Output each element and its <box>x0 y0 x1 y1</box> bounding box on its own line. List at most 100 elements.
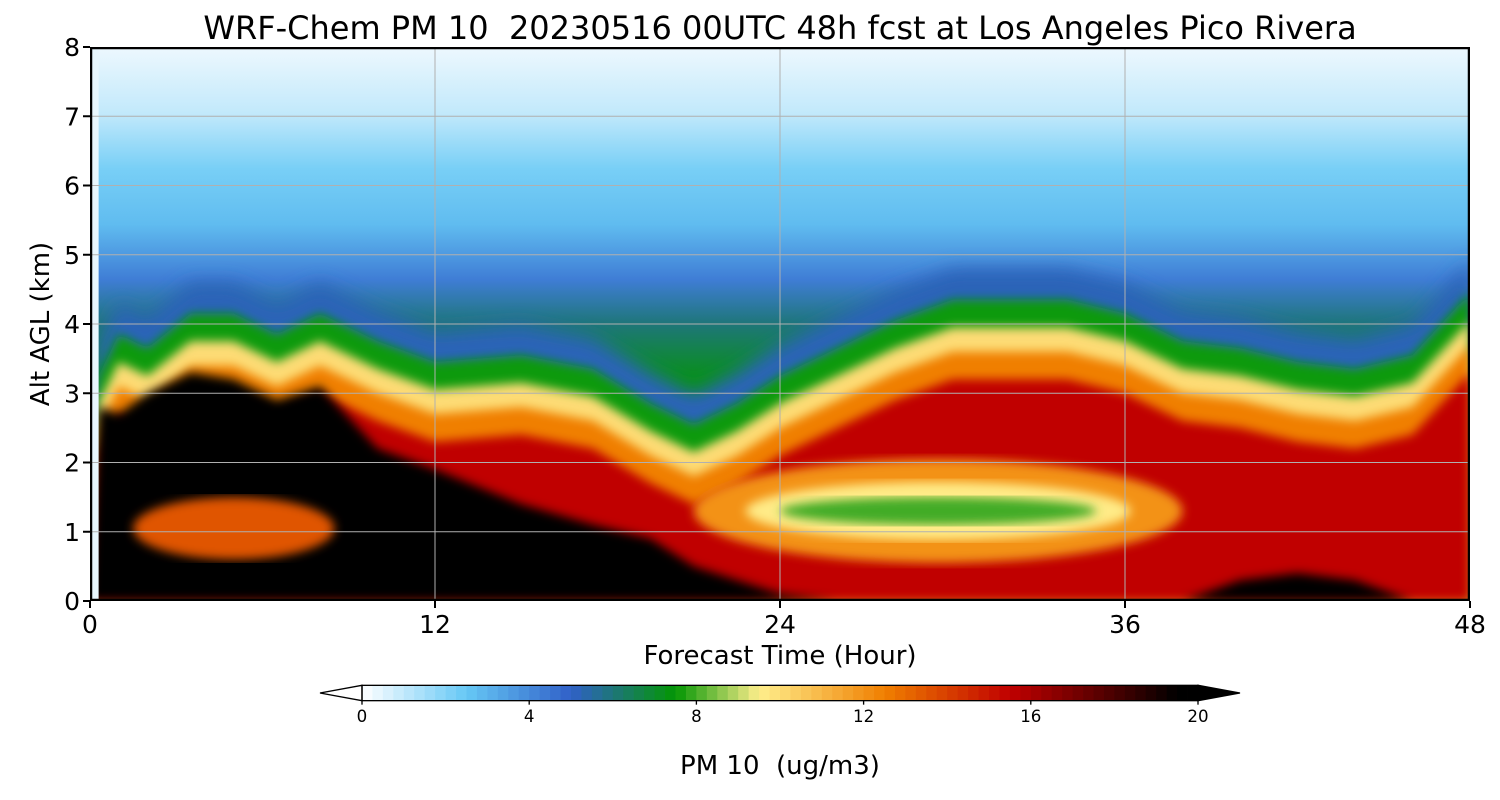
colorbar-level <box>968 685 979 701</box>
colorbar-level <box>1145 685 1157 701</box>
colorbar-label: PM 10 (ug/m3) <box>680 751 880 781</box>
y-tick-label: 8 <box>64 33 80 62</box>
colorbar-level <box>874 685 885 701</box>
y-tick-label: 6 <box>64 172 80 201</box>
colorbar-level <box>769 685 781 701</box>
y-tick-label: 4 <box>64 310 80 339</box>
x-tick-label: 12 <box>419 610 451 639</box>
colorbar-level <box>1177 685 1188 701</box>
colorbar-level <box>999 685 1011 701</box>
colorbar-level <box>832 685 844 701</box>
colorbar-level <box>571 685 582 701</box>
x-tick-label: 0 <box>82 610 98 639</box>
colorbar-level <box>382 685 394 701</box>
colorbar-level <box>1166 685 1178 701</box>
colorbar-tick-label: 12 <box>853 707 874 726</box>
colorbar-level <box>623 685 635 701</box>
colorbar-level <box>1114 685 1126 701</box>
colorbar-tick-label: 20 <box>1187 707 1208 726</box>
colorbar-level <box>696 685 708 701</box>
colorbar-level <box>487 685 499 701</box>
colorbar-level <box>853 685 865 701</box>
colorbar-level <box>947 685 959 701</box>
colorbar-level <box>665 685 676 701</box>
colorbar-level <box>1009 685 1021 701</box>
colorbar-level <box>884 685 896 701</box>
colorbar-level <box>435 685 446 701</box>
colorbar-level <box>790 685 802 701</box>
colorbar-level <box>633 685 645 701</box>
colorbar-level <box>403 685 415 701</box>
plot-frame <box>90 47 1470 601</box>
colorbar-tick-label: 8 <box>691 707 702 726</box>
colorbar-level <box>863 685 875 701</box>
y-tick-label: 3 <box>64 379 80 408</box>
colorbar-level <box>654 685 666 701</box>
colorbar-level <box>539 685 551 701</box>
colorbar-level <box>706 685 718 701</box>
colorbar-level <box>362 685 373 701</box>
colorbar-level <box>989 685 1000 701</box>
colorbar: 0 4 8 12 16 20 <box>319 684 1241 726</box>
x-tick-label: 24 <box>764 610 796 639</box>
y-tick-label: 5 <box>64 241 80 270</box>
colorbar-level <box>1093 685 1105 701</box>
colorbar-level <box>894 685 906 701</box>
field-pocket-inner <box>780 497 1097 525</box>
colorbar-level <box>1103 685 1115 701</box>
colorbar-level <box>748 685 760 701</box>
colorbar-level <box>560 685 572 701</box>
x-tick-label: 48 <box>1454 610 1486 639</box>
colorbar-level <box>842 685 854 701</box>
colorbar-level <box>612 685 624 701</box>
colorbar-level <box>905 685 917 701</box>
colorbar-level <box>978 685 990 701</box>
colorbar-level <box>957 685 969 701</box>
colorbar-level <box>915 685 927 701</box>
colorbar-level <box>602 685 614 701</box>
colorbar-level <box>1030 685 1042 701</box>
colorbar-level <box>497 685 509 701</box>
colorbar-tick-label: 0 <box>357 707 368 726</box>
colorbar-level <box>738 685 750 701</box>
x-tick-label: 36 <box>1109 610 1141 639</box>
y-tick-label: 2 <box>64 449 80 478</box>
colorbar-level <box>1020 685 1032 701</box>
colorbar-level <box>821 685 833 701</box>
plot-area <box>90 47 1470 601</box>
colorbar-level <box>550 685 561 701</box>
colorbar-level <box>675 685 687 701</box>
colorbar-level <box>727 685 739 701</box>
colorbar-level <box>800 685 812 701</box>
colorbar-level <box>581 685 593 701</box>
x-axis-label: Forecast Time (Hour) <box>643 641 917 671</box>
colorbar-level <box>414 685 426 701</box>
colorbar-level <box>1187 685 1199 701</box>
colorbar-level <box>508 685 520 701</box>
colorbar-level <box>1072 685 1084 701</box>
colorbar-tick-label: 16 <box>1020 707 1041 726</box>
colorbar-level <box>1041 685 1053 701</box>
colorbar-level <box>445 685 457 701</box>
colorbar-level <box>1156 685 1168 701</box>
colorbar-level <box>591 685 603 701</box>
colorbar-level <box>466 685 478 701</box>
colorbar-level <box>1062 685 1073 701</box>
y-axis-label: Alt AGL (km) <box>26 241 56 407</box>
field-pocket-early <box>133 497 335 560</box>
colorbar-level <box>1083 685 1094 701</box>
colorbar-level <box>456 685 467 701</box>
colorbar-level <box>644 685 656 701</box>
colorbar-level <box>529 685 541 701</box>
y-tick-label: 1 <box>64 518 80 547</box>
colorbar-level <box>717 685 729 701</box>
colorbar-level <box>393 685 405 701</box>
colorbar-frame <box>361 684 1199 702</box>
colorbar-level <box>780 685 791 701</box>
colorbar-level <box>926 685 938 701</box>
colorbar-level <box>811 685 823 701</box>
colorbar-level <box>518 685 530 701</box>
y-tick-label: 7 <box>64 102 80 131</box>
colorbar-level <box>936 685 948 701</box>
